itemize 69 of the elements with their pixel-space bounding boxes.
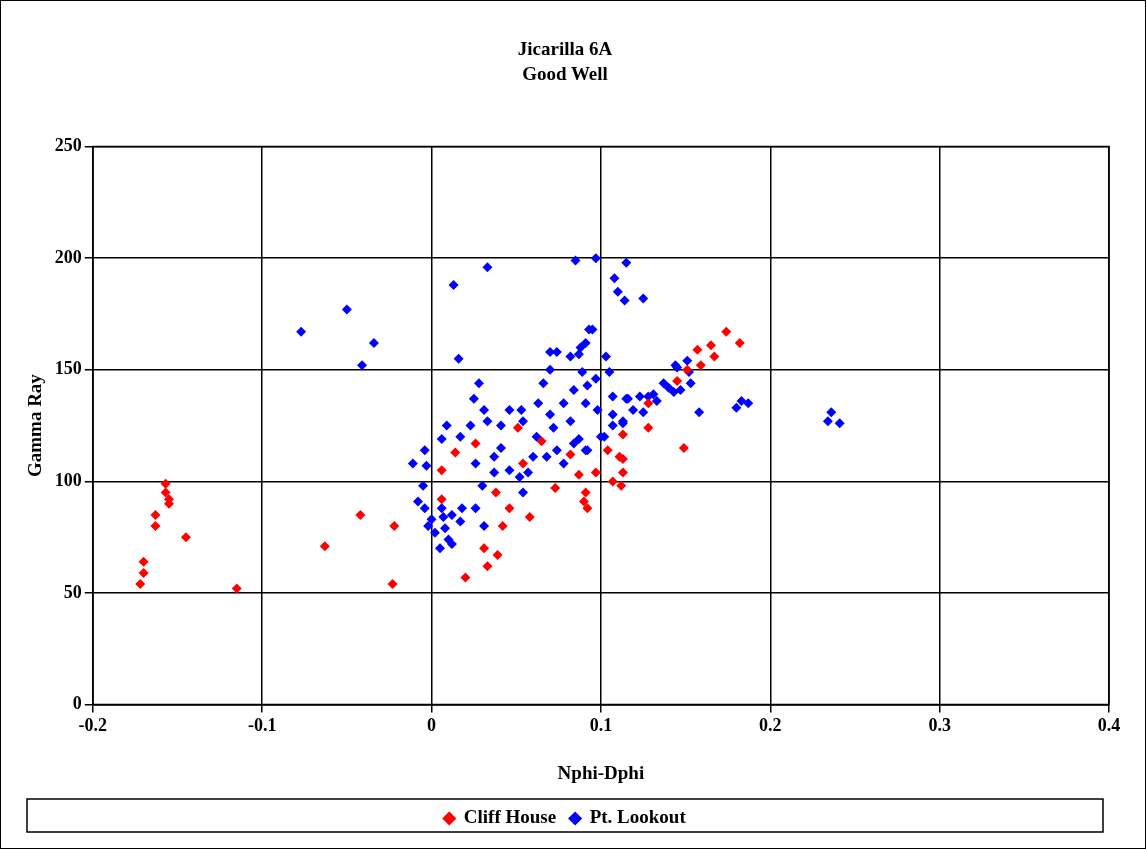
point <box>160 487 171 498</box>
point <box>497 521 508 532</box>
point <box>617 467 628 478</box>
x-tick-label: 0 <box>427 715 437 736</box>
chart-subtitle: Good Well <box>522 63 608 85</box>
point <box>536 436 547 447</box>
y-tick-label: 50 <box>63 581 82 602</box>
point <box>180 532 191 543</box>
point <box>607 476 618 487</box>
point <box>565 449 576 460</box>
point <box>580 487 591 498</box>
point <box>150 509 161 520</box>
point <box>578 496 589 507</box>
x-tick-label: 0.4 <box>1097 715 1121 736</box>
point <box>504 503 515 514</box>
point <box>734 338 745 349</box>
point <box>709 351 720 362</box>
y-tick-label: 250 <box>54 135 82 156</box>
point <box>231 583 242 594</box>
y-tick-label: 100 <box>54 470 82 491</box>
point <box>389 521 400 532</box>
point <box>470 438 481 449</box>
x-tick-label: 0.3 <box>928 715 951 736</box>
point <box>436 465 447 476</box>
point <box>705 340 716 351</box>
point <box>672 375 683 386</box>
point <box>450 447 461 458</box>
point <box>138 567 149 578</box>
x-tick-label: 0.2 <box>759 715 782 736</box>
y-tick-label: 200 <box>54 246 82 267</box>
y-tick-label: 0 <box>72 693 82 714</box>
point <box>479 543 490 554</box>
legend-label: Pt. Lookout <box>589 806 687 828</box>
point <box>355 509 366 520</box>
point <box>387 579 398 590</box>
point <box>482 561 493 572</box>
point <box>721 326 732 337</box>
point <box>160 478 171 489</box>
legend-label: Cliff House <box>463 806 557 828</box>
point <box>573 469 584 480</box>
point <box>692 344 703 355</box>
point <box>695 360 706 371</box>
point <box>524 512 535 523</box>
point <box>617 429 628 440</box>
point <box>135 579 146 590</box>
point <box>550 483 561 494</box>
point <box>602 445 613 456</box>
point <box>436 494 447 505</box>
y-tick-label: 150 <box>54 358 82 379</box>
point <box>512 422 523 433</box>
point <box>643 398 654 409</box>
x-tick-label: -0.2 <box>78 715 108 736</box>
y-axis-title: Gamma Ray <box>24 373 46 478</box>
point <box>590 467 601 478</box>
x-tick-label: 0.1 <box>589 715 613 736</box>
x-axis-title: Nphi-Dphi <box>557 761 645 783</box>
point <box>460 572 471 583</box>
point <box>517 458 528 469</box>
point <box>490 487 501 498</box>
point <box>582 503 593 514</box>
point <box>492 550 503 561</box>
point <box>138 556 149 567</box>
point <box>616 480 627 491</box>
x-tick-label: -0.1 <box>247 715 277 736</box>
point <box>150 521 161 532</box>
point <box>319 541 330 552</box>
point <box>678 442 689 453</box>
point <box>643 422 654 433</box>
chart-title: Jicarilla 6A <box>517 38 613 60</box>
